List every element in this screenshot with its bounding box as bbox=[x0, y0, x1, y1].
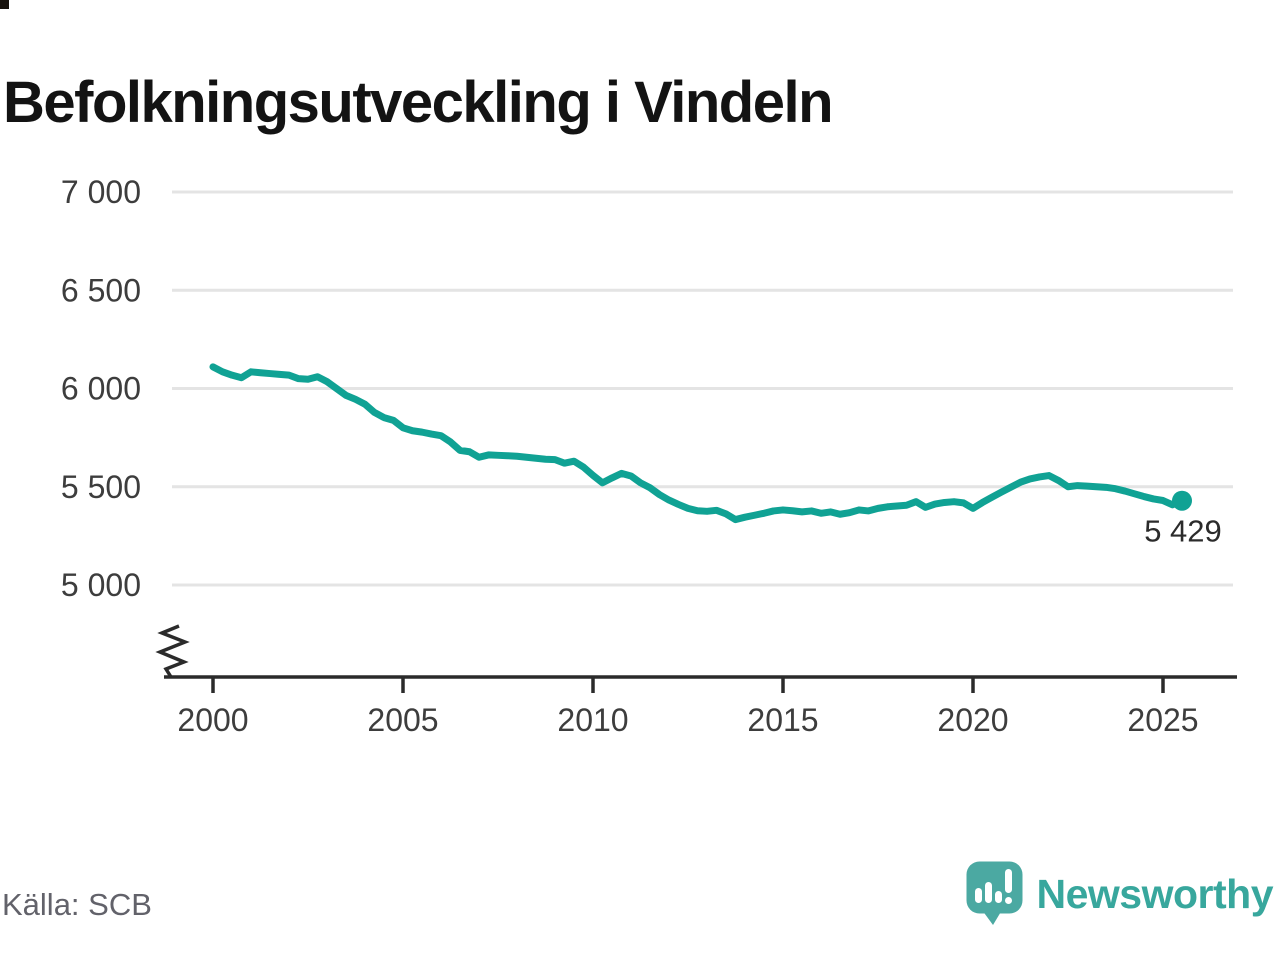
x-tick-label: 2010 bbox=[557, 702, 628, 738]
brand-name: Newsworthy bbox=[1036, 870, 1274, 917]
corner-mark bbox=[0, 0, 9, 9]
y-tick-label: 5 000 bbox=[61, 567, 141, 603]
population-line bbox=[209, 363, 1186, 524]
y-tick-label: 6 000 bbox=[61, 371, 141, 407]
axis-break-icon bbox=[155, 624, 190, 678]
x-tick-label: 2015 bbox=[747, 702, 818, 738]
population-line-chart: 7 000 6 500 6 000 5 500 5 000 2000 2005 2010 201… bbox=[61, 174, 1237, 738]
x-tick-label: 2005 bbox=[367, 702, 438, 738]
speech-bubble bbox=[966, 861, 1022, 925]
x-tick-label: 2025 bbox=[1127, 702, 1198, 738]
last-value-label: 5 429 bbox=[1144, 514, 1222, 549]
y-tick-label: 6 500 bbox=[61, 272, 141, 308]
x-tick-label: 2000 bbox=[177, 702, 248, 738]
bar-chart-exclamation-glyph bbox=[974, 869, 1012, 904]
last-point-marker bbox=[1172, 490, 1192, 511]
x-tick-label: 2020 bbox=[937, 702, 1008, 738]
y-tick-label: 7 000 bbox=[61, 174, 141, 210]
newsworthy-speech-bubble-chart-icon bbox=[966, 861, 1022, 925]
source-label: Källa: SCB bbox=[2, 887, 152, 922]
brand-logo: Newsworthy bbox=[966, 861, 1274, 927]
y-tick-label: 5 500 bbox=[61, 469, 141, 505]
page-title: Befolkningsutveckling i Vindeln bbox=[3, 69, 834, 135]
